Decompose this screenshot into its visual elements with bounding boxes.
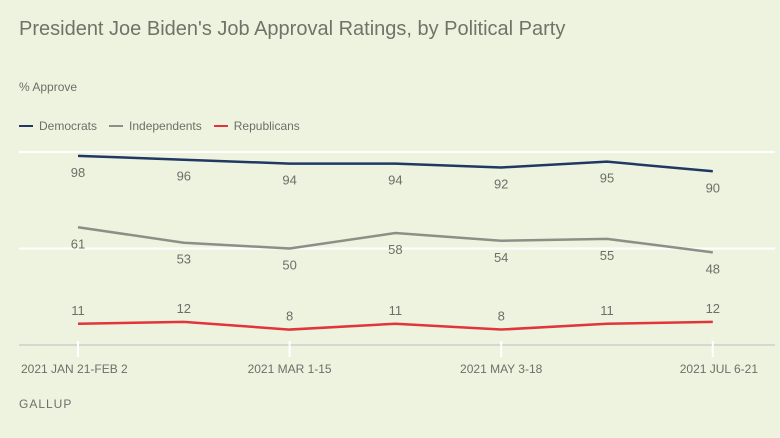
data-label: 48 (706, 261, 720, 276)
data-label: 12 (706, 301, 720, 316)
data-label: 58 (388, 242, 402, 257)
legend-label: Republicans (233, 119, 300, 133)
x-tick-label: 2021 JAN 21-FEB 2 (21, 362, 128, 376)
series-line-republicans (77, 320, 713, 331)
legend-swatch (213, 125, 228, 127)
series-line-democrats (77, 154, 713, 173)
series-line-independents (77, 226, 713, 254)
data-label: 90 (706, 180, 720, 195)
x-tick-label: 2021 JUL 6-21 (680, 362, 759, 376)
chart-title: President Joe Biden's Job Approval Ratin… (19, 18, 566, 40)
data-label: 54 (494, 250, 508, 265)
legend-label: Democrats (39, 119, 98, 133)
data-label: 95 (600, 171, 614, 186)
data-label: 92 (494, 176, 508, 191)
data-label: 8 (498, 309, 505, 324)
source-label: GALLUP (19, 397, 73, 411)
legend-item-democrats: Democrats (19, 119, 97, 133)
data-label: 11 (600, 303, 614, 318)
data-label: 96 (177, 169, 191, 184)
y-axis-label: % Approve (19, 80, 78, 94)
data-label: 8 (286, 309, 293, 324)
legend-item-independents: Independents (109, 119, 202, 133)
legend-swatch (19, 125, 33, 127)
data-label: 94 (388, 173, 402, 188)
data-label: 98 (71, 165, 85, 180)
legend-label: Independents (129, 119, 202, 133)
data-label: 12 (177, 301, 191, 316)
data-label: 50 (282, 258, 296, 273)
data-label: 11 (71, 303, 85, 318)
data-label: 55 (600, 248, 614, 263)
data-label: 94 (282, 173, 296, 188)
data-label: 61 (71, 236, 85, 251)
x-tick-label: 2021 MAY 3-18 (460, 362, 543, 376)
legend: Democrats Independents Republicans (19, 119, 300, 133)
data-label: 53 (177, 252, 191, 267)
data-label: 11 (389, 303, 403, 318)
x-tick-label: 2021 MAR 1-15 (248, 362, 332, 376)
legend-item-republicans: Republicans (213, 119, 300, 133)
legend-swatch (109, 125, 124, 127)
